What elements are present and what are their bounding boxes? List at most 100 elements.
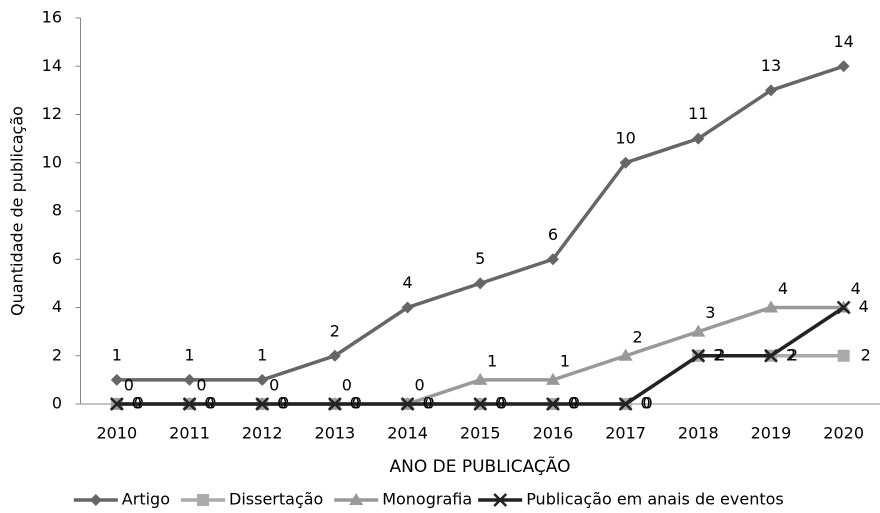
data-label: 1 <box>487 351 497 370</box>
y-tick-label: 0 <box>52 394 62 413</box>
x-tick-label: 2019 <box>751 424 792 443</box>
legend-label: Publicação em anais de eventos <box>526 490 784 509</box>
data-label: 0 <box>277 394 287 413</box>
y-tick-label: 10 <box>42 152 62 171</box>
data-label: 10 <box>615 128 635 147</box>
marker <box>691 348 706 363</box>
y-tick-label: 2 <box>52 345 62 364</box>
data-label: 1 <box>257 345 267 364</box>
x-tick-label: 2015 <box>460 424 501 443</box>
y-tick-label: 14 <box>42 56 62 75</box>
line <box>116 64 845 382</box>
legend-label: Dissertação <box>229 490 323 509</box>
x-tick-label: 2012 <box>242 424 283 443</box>
y-tick-label: 8 <box>52 201 62 220</box>
marker <box>836 300 851 315</box>
data-label: 6 <box>548 225 558 244</box>
data-label: 0 <box>414 376 424 395</box>
data-label: 2 <box>786 345 796 364</box>
y-tick-label: 16 <box>42 8 62 27</box>
marker <box>328 349 341 362</box>
data-label: 0 <box>132 394 142 413</box>
marker <box>89 494 102 506</box>
marker <box>764 348 778 363</box>
marker <box>473 372 488 385</box>
marker <box>764 84 777 97</box>
data-label: 5 <box>475 249 485 268</box>
x-tick-label: 2011 <box>169 424 210 443</box>
marker <box>618 348 633 361</box>
data-label: 0 <box>204 394 214 413</box>
data-label: 4 <box>859 297 869 316</box>
y-tick-label: 6 <box>52 249 62 268</box>
data-label: 4 <box>402 273 412 292</box>
marker <box>400 397 415 411</box>
data-label: 0 <box>269 376 279 395</box>
marker <box>110 373 123 386</box>
data-label: 0 <box>422 394 432 413</box>
x-tick-label: 2016 <box>533 424 574 443</box>
data-label: 0 <box>350 394 360 413</box>
data-label: 4 <box>778 279 788 298</box>
y-axis-title: Quantidade de publicação <box>8 106 27 316</box>
data-label: 2 <box>633 327 643 346</box>
data-label: 1 <box>184 345 194 364</box>
x-tick-label: 2010 <box>96 424 137 443</box>
marker <box>182 397 197 411</box>
data-label: 0 <box>643 394 653 413</box>
marker <box>255 397 270 411</box>
data-label: 3 <box>705 303 715 322</box>
x-axis-title: ANO DE PUBLICAÇÃO <box>390 455 571 477</box>
series: 0 0 0 0 0 0 0 02 24 <box>109 297 869 413</box>
data-label: 1 <box>560 351 570 370</box>
data-label: 2 <box>330 321 340 340</box>
data-label: 2 <box>713 345 723 364</box>
marker <box>328 397 342 411</box>
data-label: 14 <box>833 32 853 51</box>
marker <box>691 324 706 337</box>
legend-label: Artigo <box>122 490 170 509</box>
data-label: 13 <box>761 56 781 75</box>
marker <box>401 301 414 314</box>
marker <box>763 300 778 313</box>
marker <box>546 397 560 411</box>
x-tick-label: 2014 <box>387 424 428 443</box>
data-label: 0 <box>196 376 206 395</box>
data-label: 2 <box>861 345 871 364</box>
data-label: 11 <box>688 104 708 123</box>
marker <box>183 373 196 386</box>
data-label: 0 <box>124 376 134 395</box>
marker <box>474 277 487 290</box>
data-label: 0 <box>568 394 578 413</box>
data-label: 0 <box>342 376 352 395</box>
y-tick-label: 12 <box>42 104 62 123</box>
marker <box>618 397 633 411</box>
x-tick-label: 2013 <box>315 424 356 443</box>
marker <box>256 373 269 386</box>
marker <box>197 494 209 506</box>
data-label: 1 <box>112 345 122 364</box>
data-label: 4 <box>851 279 861 298</box>
marker <box>545 372 560 385</box>
marker <box>493 493 508 507</box>
y-tick-label: 4 <box>52 297 62 316</box>
marker <box>837 349 850 362</box>
x-tick-label: 2017 <box>605 424 646 443</box>
legend-label: Monografia <box>382 490 472 509</box>
marker <box>546 253 559 266</box>
line <box>116 306 845 406</box>
x-tick-label: 2020 <box>823 424 864 443</box>
data-label: 0 <box>495 394 505 413</box>
marker <box>837 60 850 73</box>
data-label: 2 <box>788 345 798 364</box>
x-tick-label: 2018 <box>678 424 719 443</box>
marker <box>473 397 488 411</box>
marker <box>692 132 705 145</box>
marker <box>109 397 124 411</box>
marker <box>619 156 632 169</box>
data-label: 0 <box>641 394 651 413</box>
marker <box>349 493 364 505</box>
